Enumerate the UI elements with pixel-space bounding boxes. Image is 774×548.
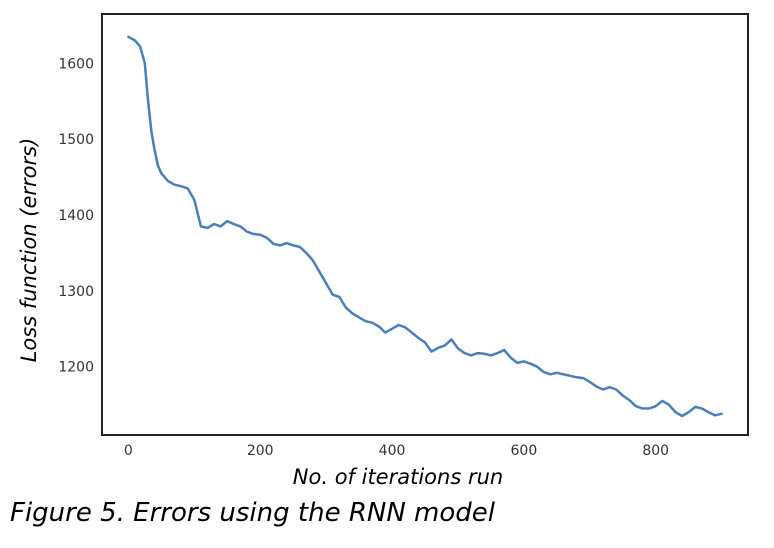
x-axis-title: No. of iterations run	[293, 465, 503, 489]
y-tick-label: 1400	[58, 208, 94, 224]
plot-frame	[101, 13, 749, 436]
x-tick-label: 800	[642, 443, 669, 459]
y-axis-title: Loss function (errors)	[17, 138, 41, 363]
y-tick-label: 1300	[58, 284, 94, 300]
series-group	[127, 35, 723, 418]
y-tick-label: 1200	[58, 360, 94, 376]
y-tick-labels: 1200 1300 1400 1500 1600	[58, 56, 94, 375]
loss-series-line	[127, 35, 723, 418]
x-tick-label: 0	[124, 443, 133, 459]
x-tick-label: 400	[379, 443, 406, 459]
x-tick-label: 600	[511, 443, 538, 459]
y-tick-label: 1600	[58, 56, 94, 72]
x-tick-label: 200	[247, 443, 274, 459]
figure-caption: Figure 5. Errors using the RNN model	[10, 498, 496, 528]
y-tick-label: 1500	[58, 132, 94, 148]
x-tick-labels: 0 200 400 600 800	[124, 443, 669, 459]
